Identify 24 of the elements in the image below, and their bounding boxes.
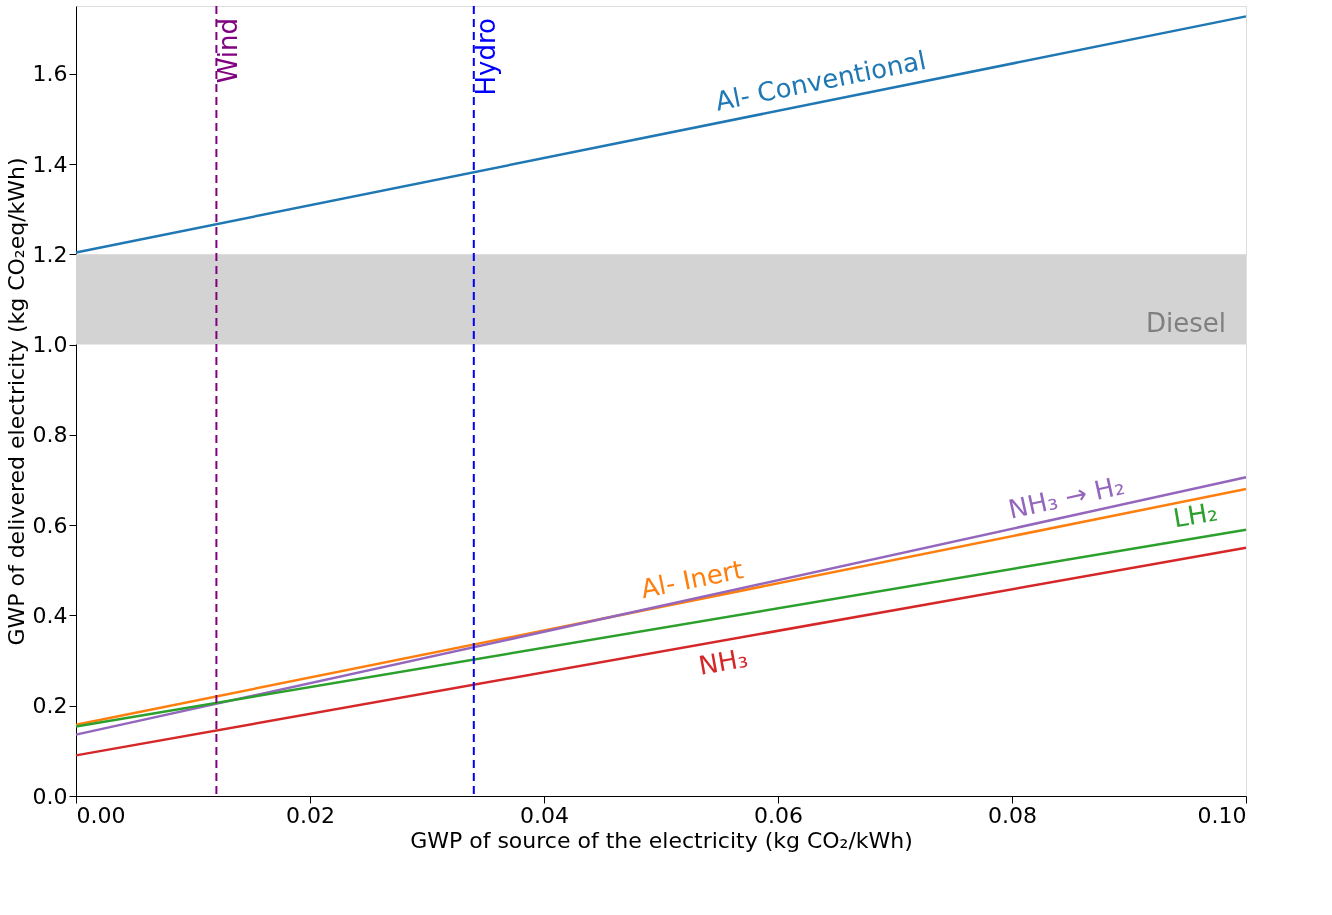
y-tick-label: 1.0 <box>32 332 68 358</box>
x-tick-label: 0.04 <box>520 802 569 828</box>
x-tick-label: 0.02 <box>286 802 335 828</box>
text: LH₂ <box>1170 496 1220 534</box>
y-tick-label: 0.6 <box>32 512 68 538</box>
text: Al- Inert <box>638 554 746 605</box>
y-tick-label: 0.4 <box>32 602 68 628</box>
ref-line-label: Wind <box>213 18 244 84</box>
x-tick-label: 0.08 <box>988 802 1037 828</box>
x-axis-title: GWP of source of the electricity (kg CO₂/kWh) <box>410 827 913 853</box>
y-tick-label: 1.4 <box>32 151 68 177</box>
text: NH₃ <box>696 642 751 681</box>
y-tick-label: 1.2 <box>32 241 68 267</box>
y-tick-label: 0.8 <box>32 422 68 448</box>
x-tick-label: 0.10 <box>1197 802 1247 828</box>
band-label: Diesel <box>1145 307 1226 338</box>
text: NH₃ → H₂ <box>1005 470 1128 525</box>
x-tick-label: 0.06 <box>754 802 803 828</box>
y-axis-title: GWP of delivered electricity (kg CO₂eq/kWh) <box>3 157 29 646</box>
y-tick-label: 0.0 <box>32 783 68 809</box>
y-tick-label: 1.6 <box>32 61 68 87</box>
ref-line-label: Hydro <box>470 18 501 96</box>
y-tick-label: 0.2 <box>32 693 68 719</box>
x-tick-label: 0.00 <box>76 802 126 828</box>
